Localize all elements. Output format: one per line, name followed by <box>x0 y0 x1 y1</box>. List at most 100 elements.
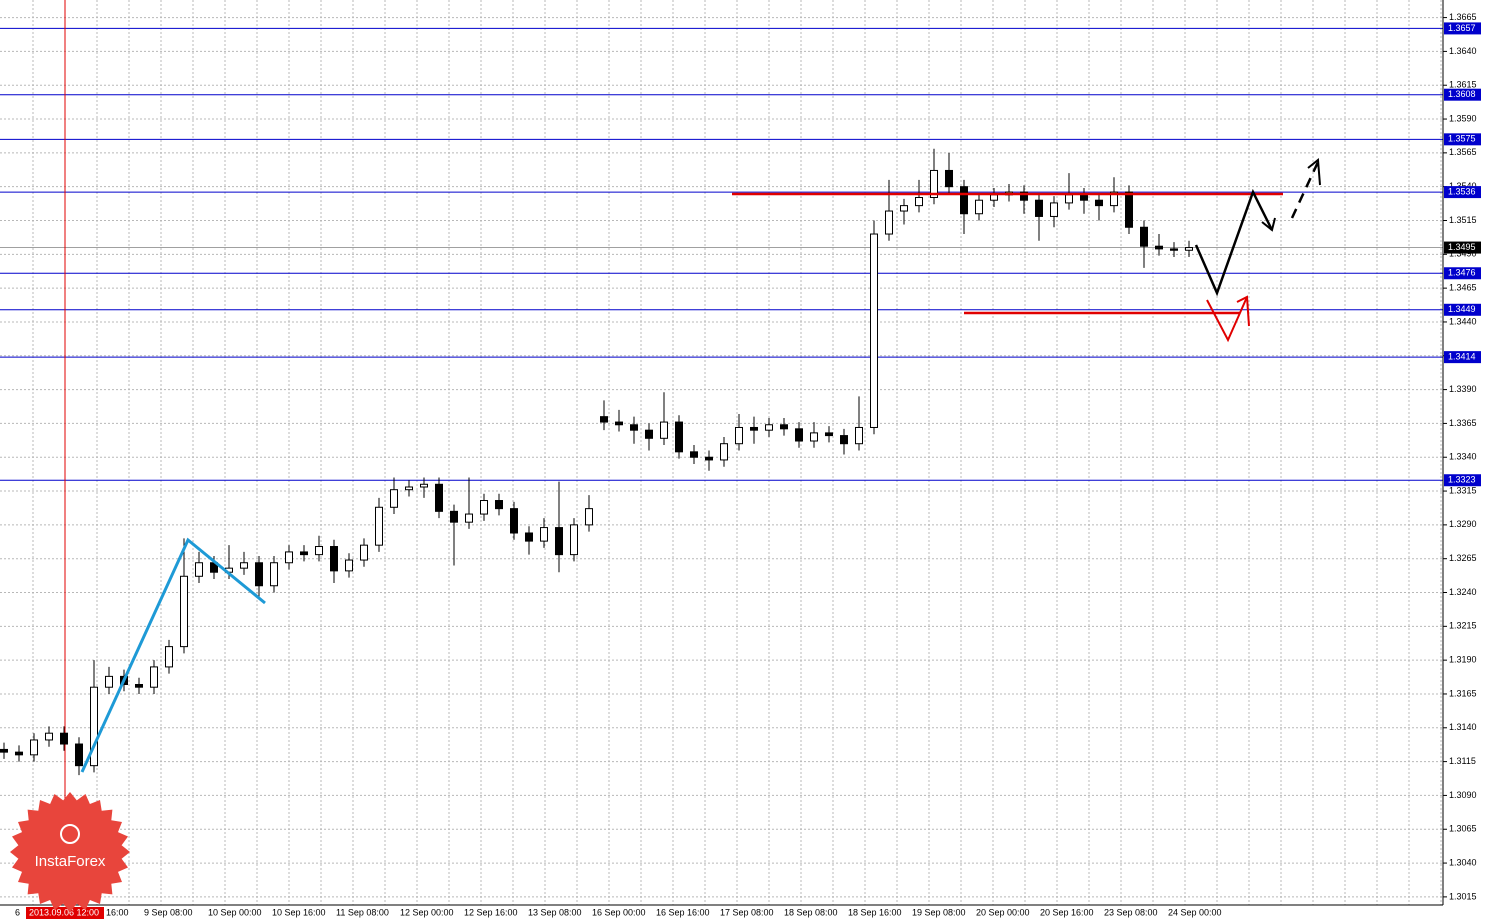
candle-body <box>765 424 773 431</box>
candle-body <box>1035 199 1043 217</box>
candle-body <box>870 233 878 428</box>
cursor-time-label: 2013.09.06 12:00 <box>29 907 99 917</box>
candle-body <box>1110 191 1118 207</box>
candle-body <box>540 527 548 542</box>
price-tag-label: 1.3608 <box>1448 89 1476 99</box>
price-tag <box>1444 474 1481 487</box>
x-tick-label: 19 Sep 08:00 <box>912 907 966 917</box>
price-tag-label: 1.3476 <box>1448 268 1476 278</box>
price-tag-label: 1.3323 <box>1448 475 1476 485</box>
candle-body <box>315 546 323 556</box>
x-tick-label: 23 Sep 08:00 <box>1104 907 1158 917</box>
price-tag-label: 1.3536 <box>1448 186 1476 196</box>
candle-body <box>750 426 758 431</box>
candle-body <box>15 751 23 756</box>
x-tick-label: 11 Sep 08:00 <box>336 907 389 917</box>
candle-body <box>840 435 848 445</box>
forecast-arrow <box>1261 217 1276 232</box>
logo-badge <box>10 792 130 912</box>
y-tick-label: 1.3115 <box>1449 756 1476 766</box>
price-tag <box>1444 88 1481 101</box>
price-tag-label: 1.3495 <box>1448 242 1476 252</box>
candle-body <box>795 428 803 442</box>
candle-body <box>570 524 578 556</box>
y-tick-label: 1.3265 <box>1449 553 1477 563</box>
candle-body <box>480 500 488 515</box>
y-tick-label: 1.3490 <box>1449 249 1477 259</box>
x-tick-label: 10 Sep 16:00 <box>272 907 326 917</box>
x-tick-label: 6 <box>15 907 20 917</box>
candle-body <box>825 432 833 437</box>
candle-body <box>240 562 248 569</box>
candle-body <box>780 424 788 430</box>
candle-body <box>300 551 308 556</box>
x-tick-label: 20 Sep 16:00 <box>1040 907 1094 917</box>
price-tag <box>1444 303 1481 316</box>
cursor-time-tag <box>26 907 104 919</box>
candle-body <box>615 421 623 426</box>
candle-body <box>165 646 173 668</box>
logo-text: InstaForex <box>35 853 106 870</box>
vertical-grid <box>32 0 1442 905</box>
y-tick-label: 1.3590 <box>1449 113 1477 123</box>
candle-body <box>1080 194 1088 201</box>
candle-body <box>60 732 68 745</box>
y-tick-label: 1.3315 <box>1449 485 1477 495</box>
y-tick-label: 1.3390 <box>1449 384 1477 394</box>
candle-body <box>510 508 518 534</box>
y-tick-label: 1.3215 <box>1449 621 1477 631</box>
x-tick-label: 16 Sep 00:00 <box>592 907 646 917</box>
logo-icon <box>60 824 80 844</box>
candle-body <box>1185 247 1193 251</box>
candle-body <box>255 562 263 587</box>
alt-path <box>1206 296 1248 343</box>
candle-body <box>915 197 923 207</box>
x-tick-label: 12 Sep 00:00 <box>400 907 454 917</box>
alt-arrowhead <box>1236 295 1250 327</box>
candle-body <box>735 426 743 445</box>
candle-body <box>1065 194 1073 204</box>
candle-body <box>720 443 728 461</box>
candle-body <box>930 169 938 199</box>
candle-body <box>420 483 428 488</box>
x-tick-label: 10 Sep 00:00 <box>208 907 262 917</box>
y-tick-label: 1.3565 <box>1449 147 1477 157</box>
price-tag <box>1444 133 1481 146</box>
candle-body <box>450 510 458 523</box>
y-tick-label: 1.3665 <box>1449 12 1477 22</box>
candle-body <box>885 210 893 235</box>
candle-body <box>585 508 593 526</box>
price-tag <box>1444 241 1481 254</box>
y-tick-label: 1.3090 <box>1449 790 1477 800</box>
forecast-arrowhead <box>1307 158 1321 186</box>
candle-body <box>30 739 38 756</box>
y-tick-label: 1.3290 <box>1449 519 1477 529</box>
candle-body <box>345 559 353 572</box>
candle-body <box>630 424 638 431</box>
x-tick-label: 12 Sep 16:00 <box>464 907 518 917</box>
candle-body <box>495 500 503 510</box>
candle-body <box>195 562 203 577</box>
candle-body <box>600 416 608 423</box>
price-tag <box>1444 267 1481 280</box>
y-tick-label: 1.3540 <box>1449 181 1477 191</box>
candle-body <box>90 686 98 767</box>
price-tag-label: 1.3414 <box>1448 352 1476 362</box>
candle-body <box>105 675 113 688</box>
y-tick-label: 1.3065 <box>1449 824 1477 834</box>
y-tick-label: 1.3140 <box>1449 722 1477 732</box>
y-tick-label: 1.3015 <box>1449 891 1477 901</box>
y-tick-label: 1.3465 <box>1449 283 1477 293</box>
candle-body <box>1140 226 1148 247</box>
candle-body <box>285 551 293 564</box>
x-tick-label: 13 Sep 08:00 <box>528 907 582 917</box>
candle-body <box>975 199 983 215</box>
x-tick-label: 18 Sep 08:00 <box>784 907 838 917</box>
candle-body <box>375 506 383 546</box>
candle-body <box>405 486 413 491</box>
candle-body <box>75 743 83 767</box>
drawings <box>80 158 1321 773</box>
axes: 1.3015 1.3040 1.3065 1.3090 1.3115 1.3140 1.31… <box>15 12 1481 919</box>
x-tick-label: 17 Sep 08:00 <box>720 907 774 917</box>
y-tick-label: 1.3165 <box>1449 688 1477 698</box>
